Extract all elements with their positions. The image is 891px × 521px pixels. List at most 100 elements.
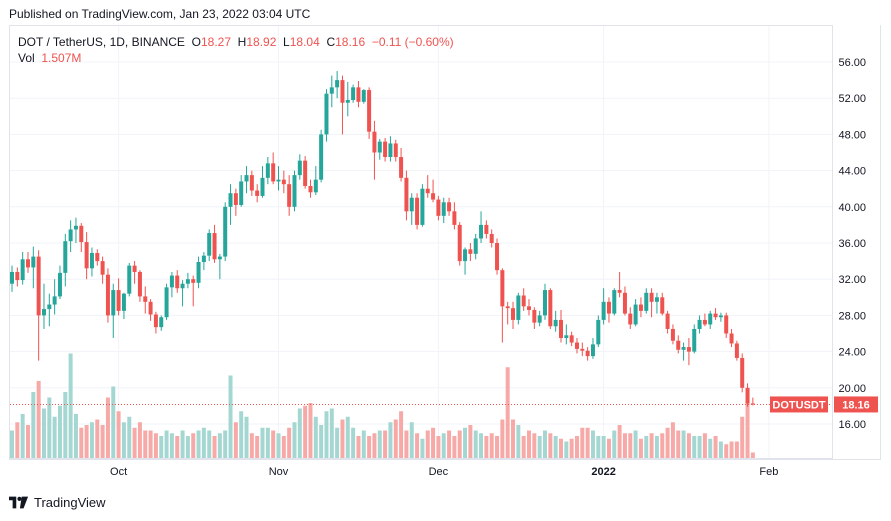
volume-bar [473, 430, 478, 458]
candle-body [121, 293, 126, 311]
candle-body [201, 255, 206, 263]
candle-body [590, 344, 595, 357]
candle-body [500, 270, 505, 307]
volume-bar [686, 433, 691, 458]
symbol-badge-text: DOTUSDT [772, 399, 825, 411]
candle-body [457, 224, 462, 262]
time-scale-separator [9, 459, 881, 460]
candle-body [638, 304, 643, 311]
candle-body [105, 274, 110, 316]
volume-bar [564, 441, 569, 458]
candle-body [356, 87, 361, 102]
candle-body [606, 301, 611, 314]
volume-bar [207, 430, 212, 458]
volume-bar [425, 430, 430, 458]
candle-body [484, 224, 489, 234]
candle-body [670, 328, 675, 341]
candle-body [612, 290, 617, 314]
x-tick-label: Feb [759, 466, 778, 478]
candle-body [420, 188, 425, 225]
volume-bar [297, 408, 302, 458]
candle-body [729, 333, 734, 344]
volume-bar [137, 422, 142, 458]
candle-body [196, 262, 201, 283]
y-tick-label: 20.00 [838, 383, 866, 395]
last-price-badge-text: 18.16 [842, 399, 870, 411]
volume-value: 1.507M [41, 51, 82, 65]
candle-body [351, 87, 356, 101]
volume-bar [617, 425, 622, 458]
volume-bar [244, 416, 249, 458]
volume-bar [159, 436, 164, 458]
volume-bar [750, 452, 755, 458]
volume-bar [452, 436, 457, 458]
candle-body [686, 347, 691, 352]
candle-body [52, 296, 57, 305]
legend-low-value: 18.04 [289, 35, 320, 49]
volume-bar [79, 427, 84, 458]
time-scale: Oct Nov Dec 2022 Feb [110, 466, 778, 478]
volume-bar [734, 441, 739, 458]
candle-body [558, 319, 563, 339]
volume-bar [335, 427, 340, 458]
volume-bar [233, 422, 238, 458]
volume-bar [324, 411, 329, 458]
volume-bar [516, 425, 521, 458]
volume-bar [89, 422, 94, 458]
volume-bar [265, 427, 270, 458]
candle-body [228, 193, 233, 207]
volume-bar [20, 414, 25, 458]
candle-body [271, 163, 276, 182]
candle-body [697, 319, 702, 329]
volume-bar [383, 430, 388, 458]
volume-bar [404, 430, 409, 458]
candle-body [692, 328, 697, 352]
candle-body [89, 252, 94, 269]
volume-bar [100, 425, 105, 458]
footer-branding[interactable]: TradingView [9, 495, 106, 510]
volume-bar [287, 427, 292, 458]
candle-body [15, 271, 20, 281]
volume-bar [447, 430, 452, 458]
volume-bar [153, 433, 158, 458]
candle-body [431, 193, 436, 200]
volume-bar [191, 433, 196, 458]
volume-bar [303, 405, 308, 458]
volume-bar [73, 414, 78, 458]
legend-symbol[interactable]: DOT / TetherUS, 1D, BINANCE [18, 35, 185, 49]
candle-body [505, 306, 510, 309]
volume-bar [313, 416, 318, 458]
candle-body [537, 315, 542, 323]
candle-body [308, 185, 313, 193]
volume-bar [185, 436, 190, 458]
y-tick-label: 28.00 [838, 310, 866, 322]
candle-body [527, 306, 532, 310]
candle-body [622, 292, 627, 314]
candle-body [25, 259, 30, 268]
candle-body [574, 342, 579, 349]
footer-brand: TradingView [34, 495, 106, 510]
volume-bar [436, 436, 441, 458]
volume-bar [468, 425, 473, 458]
candle-body [654, 297, 659, 302]
candle-body [383, 141, 388, 158]
volume-bar [596, 436, 601, 458]
candle-body [255, 190, 260, 196]
candle-body [596, 319, 601, 345]
candle-body [276, 179, 281, 182]
candle-body [303, 160, 308, 186]
volume-bar [409, 422, 414, 458]
candles [10, 71, 755, 407]
candle-body [489, 233, 494, 243]
candle-body [57, 272, 62, 297]
last-price-badge [834, 396, 878, 413]
volume-bar [399, 411, 404, 458]
candle-body [463, 249, 468, 262]
volume-bar [31, 392, 36, 458]
volume-bar [276, 433, 281, 458]
candle-body [239, 181, 244, 205]
y-tick-label: 32.00 [838, 274, 866, 286]
candle-body [180, 283, 185, 289]
candle-body [399, 157, 404, 178]
